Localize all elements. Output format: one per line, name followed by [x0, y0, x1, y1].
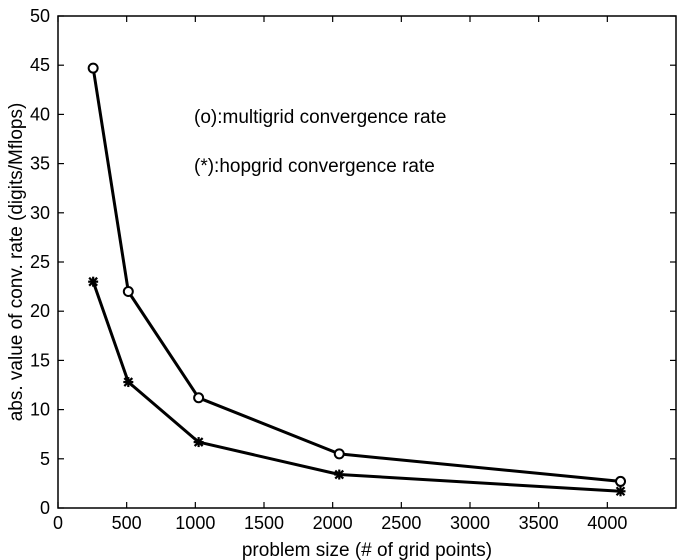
y-tick-label: 20: [30, 301, 50, 321]
annotation-hopgrid: (*):hopgrid convergence rate: [194, 156, 435, 177]
y-tick-label: 40: [30, 104, 50, 124]
hopgrid-point: [123, 377, 134, 388]
x-axis-label: problem size (# of grid points): [242, 540, 492, 560]
multigrid-point: [333, 448, 345, 460]
series-layer: [87, 62, 627, 497]
y-axis-label: abs. value of conv. rate (digits/Mflops): [6, 103, 27, 422]
multigrid-point: [87, 62, 99, 74]
x-tick-label: 1000: [175, 513, 215, 533]
y-tick-label: 50: [30, 6, 50, 26]
series-hopgrid: [88, 276, 626, 497]
x-tick-label: 3500: [519, 513, 559, 533]
x-axis: 0 500 1000 1500 2000 2500 3000 3500 4000: [53, 16, 627, 533]
y-tick-label: 25: [30, 252, 50, 272]
annotation-multigrid: (o):multigrid convergence rate: [194, 107, 446, 128]
y-tick-label: 5: [40, 449, 50, 469]
x-tick-label: 3000: [450, 513, 490, 533]
y-tick-label: 35: [30, 154, 50, 174]
x-tick-label: 1500: [244, 513, 284, 533]
hopgrid-point: [615, 486, 626, 497]
multigrid-point: [122, 286, 134, 298]
y-tick-label: 45: [30, 55, 50, 75]
plot-area: [57, 15, 677, 509]
y-tick-label: 0: [40, 498, 50, 518]
hopgrid-point: [193, 437, 204, 448]
multigrid-point: [615, 475, 627, 487]
x-tick-label: 4000: [587, 513, 627, 533]
y-tick-label: 30: [30, 203, 50, 223]
hopgrid-point: [88, 276, 99, 287]
series-multigrid: [87, 62, 627, 487]
x-tick-label: 2000: [313, 513, 353, 533]
multigrid-point: [193, 392, 205, 404]
hopgrid-point: [334, 469, 345, 480]
x-tick-label: 0: [53, 513, 63, 533]
y-tick-label: 15: [30, 350, 50, 370]
x-tick-label: 2500: [381, 513, 421, 533]
x-tick-label: 500: [112, 513, 142, 533]
y-axis: 0 5 10 15 20 25 30 35 40 45 50: [30, 6, 676, 518]
y-tick-label: 10: [30, 400, 50, 420]
